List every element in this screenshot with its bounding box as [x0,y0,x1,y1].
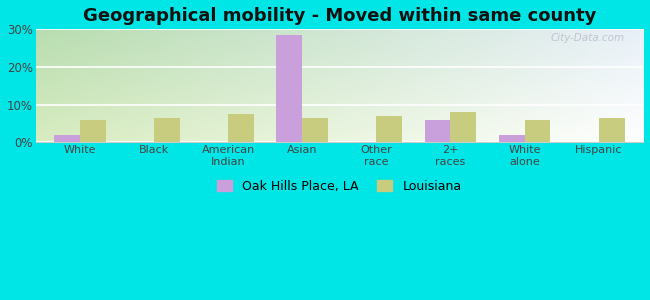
Bar [525,120,551,142]
Bar [228,114,254,142]
Title: Geographical mobility - Moved within same county: Geographical mobility - Moved within sam… [83,7,596,25]
Bar [599,118,625,142]
Text: City-Data.com: City-Data.com [551,33,625,43]
Bar [154,118,180,142]
Bar [80,120,106,142]
Bar [450,112,476,142]
Bar [302,118,328,142]
Bar [276,35,302,142]
Bar [499,135,525,142]
Bar [54,135,80,142]
Bar [376,116,402,142]
Bar [424,120,450,142]
Legend: Oak Hills Place, LA, Louisiana: Oak Hills Place, LA, Louisiana [212,175,467,198]
